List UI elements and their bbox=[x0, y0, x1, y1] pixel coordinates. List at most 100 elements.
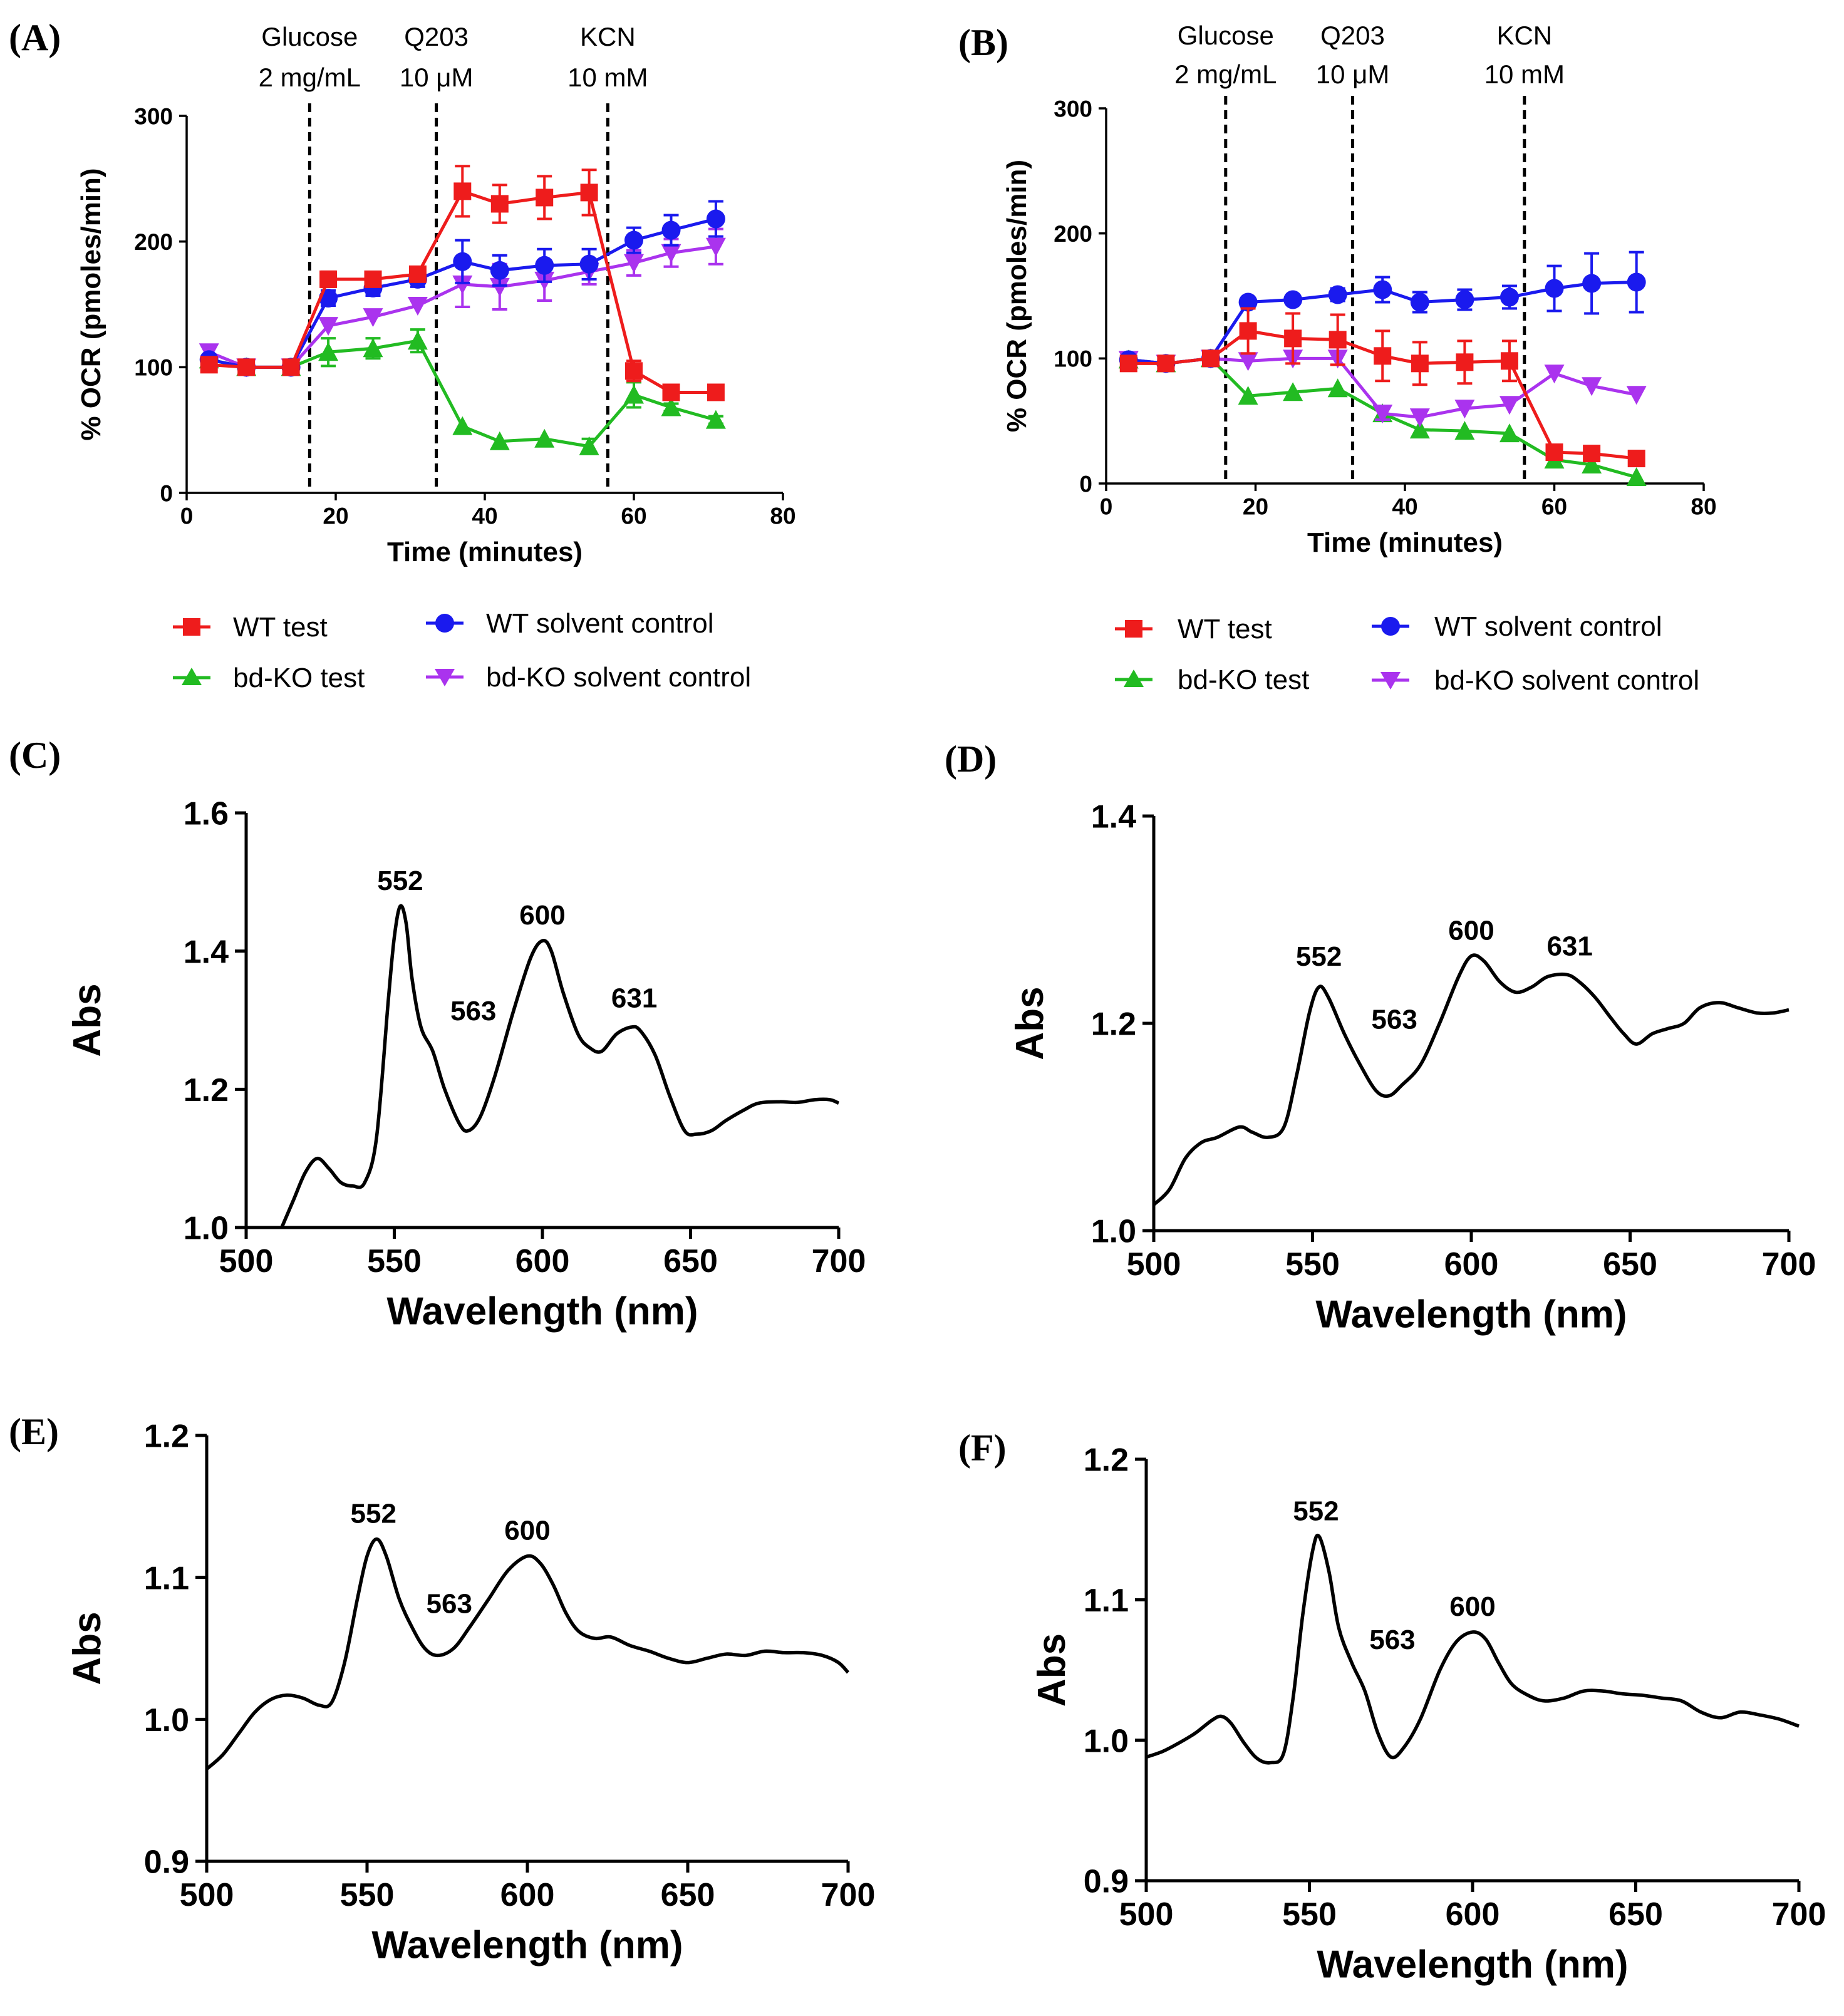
x-tick-label: 60 bbox=[621, 504, 646, 529]
data-point bbox=[1327, 378, 1348, 398]
treatment-label: Q203 bbox=[1320, 21, 1385, 50]
data-point bbox=[579, 254, 599, 274]
data-point bbox=[1582, 274, 1602, 293]
peak-label: 563 bbox=[1369, 1625, 1415, 1655]
panel-label: (D) bbox=[945, 738, 997, 780]
data-point bbox=[1239, 322, 1257, 340]
treatment-dose: 2 mg/mL bbox=[1174, 59, 1277, 89]
x-tick-label: 650 bbox=[1603, 1246, 1657, 1283]
x-tick-label: 500 bbox=[1127, 1246, 1181, 1283]
y-axis-title: % OCR (pmoles/min) bbox=[1002, 160, 1032, 432]
x-tick-label: 550 bbox=[340, 1877, 395, 1913]
peak-label: 600 bbox=[504, 1516, 550, 1546]
data-point bbox=[408, 265, 427, 283]
data-point bbox=[1544, 364, 1565, 384]
data-point bbox=[707, 383, 725, 401]
peak-label: 600 bbox=[1449, 1591, 1495, 1622]
data-point bbox=[1374, 347, 1392, 365]
treatment-label: Glucose bbox=[261, 22, 358, 51]
data-point bbox=[661, 244, 681, 263]
y-tick-label: 200 bbox=[134, 229, 173, 255]
y-tick-label: 300 bbox=[134, 103, 173, 129]
treatment-label: KCN bbox=[1496, 21, 1552, 50]
y-tick-label: 1.2 bbox=[1084, 1442, 1129, 1479]
x-tick-label: 650 bbox=[1608, 1896, 1663, 1933]
y-tick-label: 1.2 bbox=[184, 1072, 229, 1109]
data-point bbox=[705, 410, 726, 429]
peak-label: 563 bbox=[427, 1588, 472, 1619]
legend-label-bd-ko-test: bd-KO test bbox=[1178, 664, 1309, 695]
data-point bbox=[534, 428, 555, 448]
y-tick-label: 1.2 bbox=[144, 1419, 189, 1455]
y-tick-label: 1.1 bbox=[144, 1560, 189, 1596]
data-point bbox=[452, 275, 473, 294]
data-point bbox=[1545, 279, 1564, 298]
y-tick-label: 100 bbox=[134, 355, 173, 381]
x-tick-label: 700 bbox=[1772, 1896, 1826, 1933]
x-tick-label: 20 bbox=[1243, 494, 1268, 520]
data-point bbox=[237, 358, 256, 376]
peak-label: 563 bbox=[450, 996, 496, 1026]
data-point bbox=[1500, 352, 1518, 370]
data-point bbox=[1454, 421, 1475, 440]
data-point bbox=[363, 308, 383, 328]
y-tick-label: 0.9 bbox=[144, 1844, 189, 1881]
series-wt-test bbox=[1119, 307, 1645, 468]
x-tick-label: 40 bbox=[1392, 494, 1417, 520]
y-tick-label: 1.2 bbox=[1091, 1006, 1136, 1043]
treatment-dose: 10 μM bbox=[400, 63, 474, 92]
x-tick-label: 550 bbox=[1282, 1896, 1337, 1933]
x-axis-title: Time (minutes) bbox=[387, 537, 583, 567]
y-tick-label: 0 bbox=[160, 480, 173, 506]
data-point bbox=[624, 385, 644, 404]
data-point bbox=[1582, 455, 1602, 474]
data-point bbox=[536, 189, 554, 207]
y-tick-label: 100 bbox=[1054, 346, 1092, 372]
legend-label-wt-solvent-control: WT solvent control bbox=[1434, 611, 1662, 642]
y-tick-label: 1.0 bbox=[184, 1211, 229, 1247]
panel-f-spectrum-chart: (F) 500 550 600 650 700 0.9 1.0 1.1 1.2 Wavelengt… bbox=[958, 1427, 1826, 1987]
data-point bbox=[1329, 331, 1347, 349]
x-axis-title: Wavelength (nm) bbox=[386, 1290, 698, 1333]
panel-label: (C) bbox=[9, 735, 61, 776]
x-tick-label: 700 bbox=[821, 1877, 876, 1913]
panel-label: (E) bbox=[9, 1411, 59, 1452]
peak-label: 552 bbox=[1293, 1496, 1339, 1526]
legend: WT test bd-KO test WT solvent control bd… bbox=[173, 608, 751, 693]
data-point bbox=[318, 317, 339, 336]
data-point bbox=[282, 358, 300, 376]
data-point bbox=[661, 397, 681, 416]
data-point bbox=[1411, 354, 1429, 373]
data-point bbox=[624, 254, 644, 273]
panel-d-spectrum-chart: (D) 500 550 600 650 700 1.0 1.2 1.4 Wavelength (… bbox=[945, 738, 1816, 1336]
legend-marker-wt-solvent-control bbox=[1381, 617, 1400, 636]
panel-label: (A) bbox=[9, 17, 61, 58]
x-tick-label: 60 bbox=[1541, 494, 1567, 520]
data-point bbox=[1627, 272, 1646, 292]
data-point bbox=[625, 362, 643, 380]
data-point bbox=[1409, 408, 1430, 428]
peak-label: 631 bbox=[1546, 931, 1592, 961]
treatment-dose: 10 mM bbox=[567, 63, 648, 92]
peak-label: 552 bbox=[1296, 941, 1342, 972]
data-point bbox=[364, 270, 382, 288]
x-tick-label: 700 bbox=[1762, 1246, 1816, 1283]
peak-label: 552 bbox=[377, 866, 423, 896]
data-point bbox=[407, 297, 428, 316]
x-axis-title: Time (minutes) bbox=[1307, 527, 1503, 558]
data-point bbox=[535, 256, 554, 275]
x-tick-label: 20 bbox=[323, 504, 348, 529]
data-point bbox=[1328, 285, 1347, 304]
legend-marker-wt-test bbox=[1125, 620, 1142, 638]
x-tick-label: 650 bbox=[663, 1243, 718, 1279]
x-axis-title: Wavelength (nm) bbox=[1317, 1943, 1628, 1987]
y-axis-title: Abs bbox=[1030, 1633, 1074, 1707]
y-tick-label: 200 bbox=[1054, 221, 1092, 247]
x-tick-label: 500 bbox=[219, 1243, 274, 1279]
data-point bbox=[1373, 280, 1392, 299]
data-point bbox=[490, 261, 509, 280]
y-tick-label: 1.0 bbox=[144, 1702, 189, 1739]
x-tick-label: 0 bbox=[1100, 494, 1113, 520]
panel-label: (B) bbox=[958, 22, 1008, 63]
